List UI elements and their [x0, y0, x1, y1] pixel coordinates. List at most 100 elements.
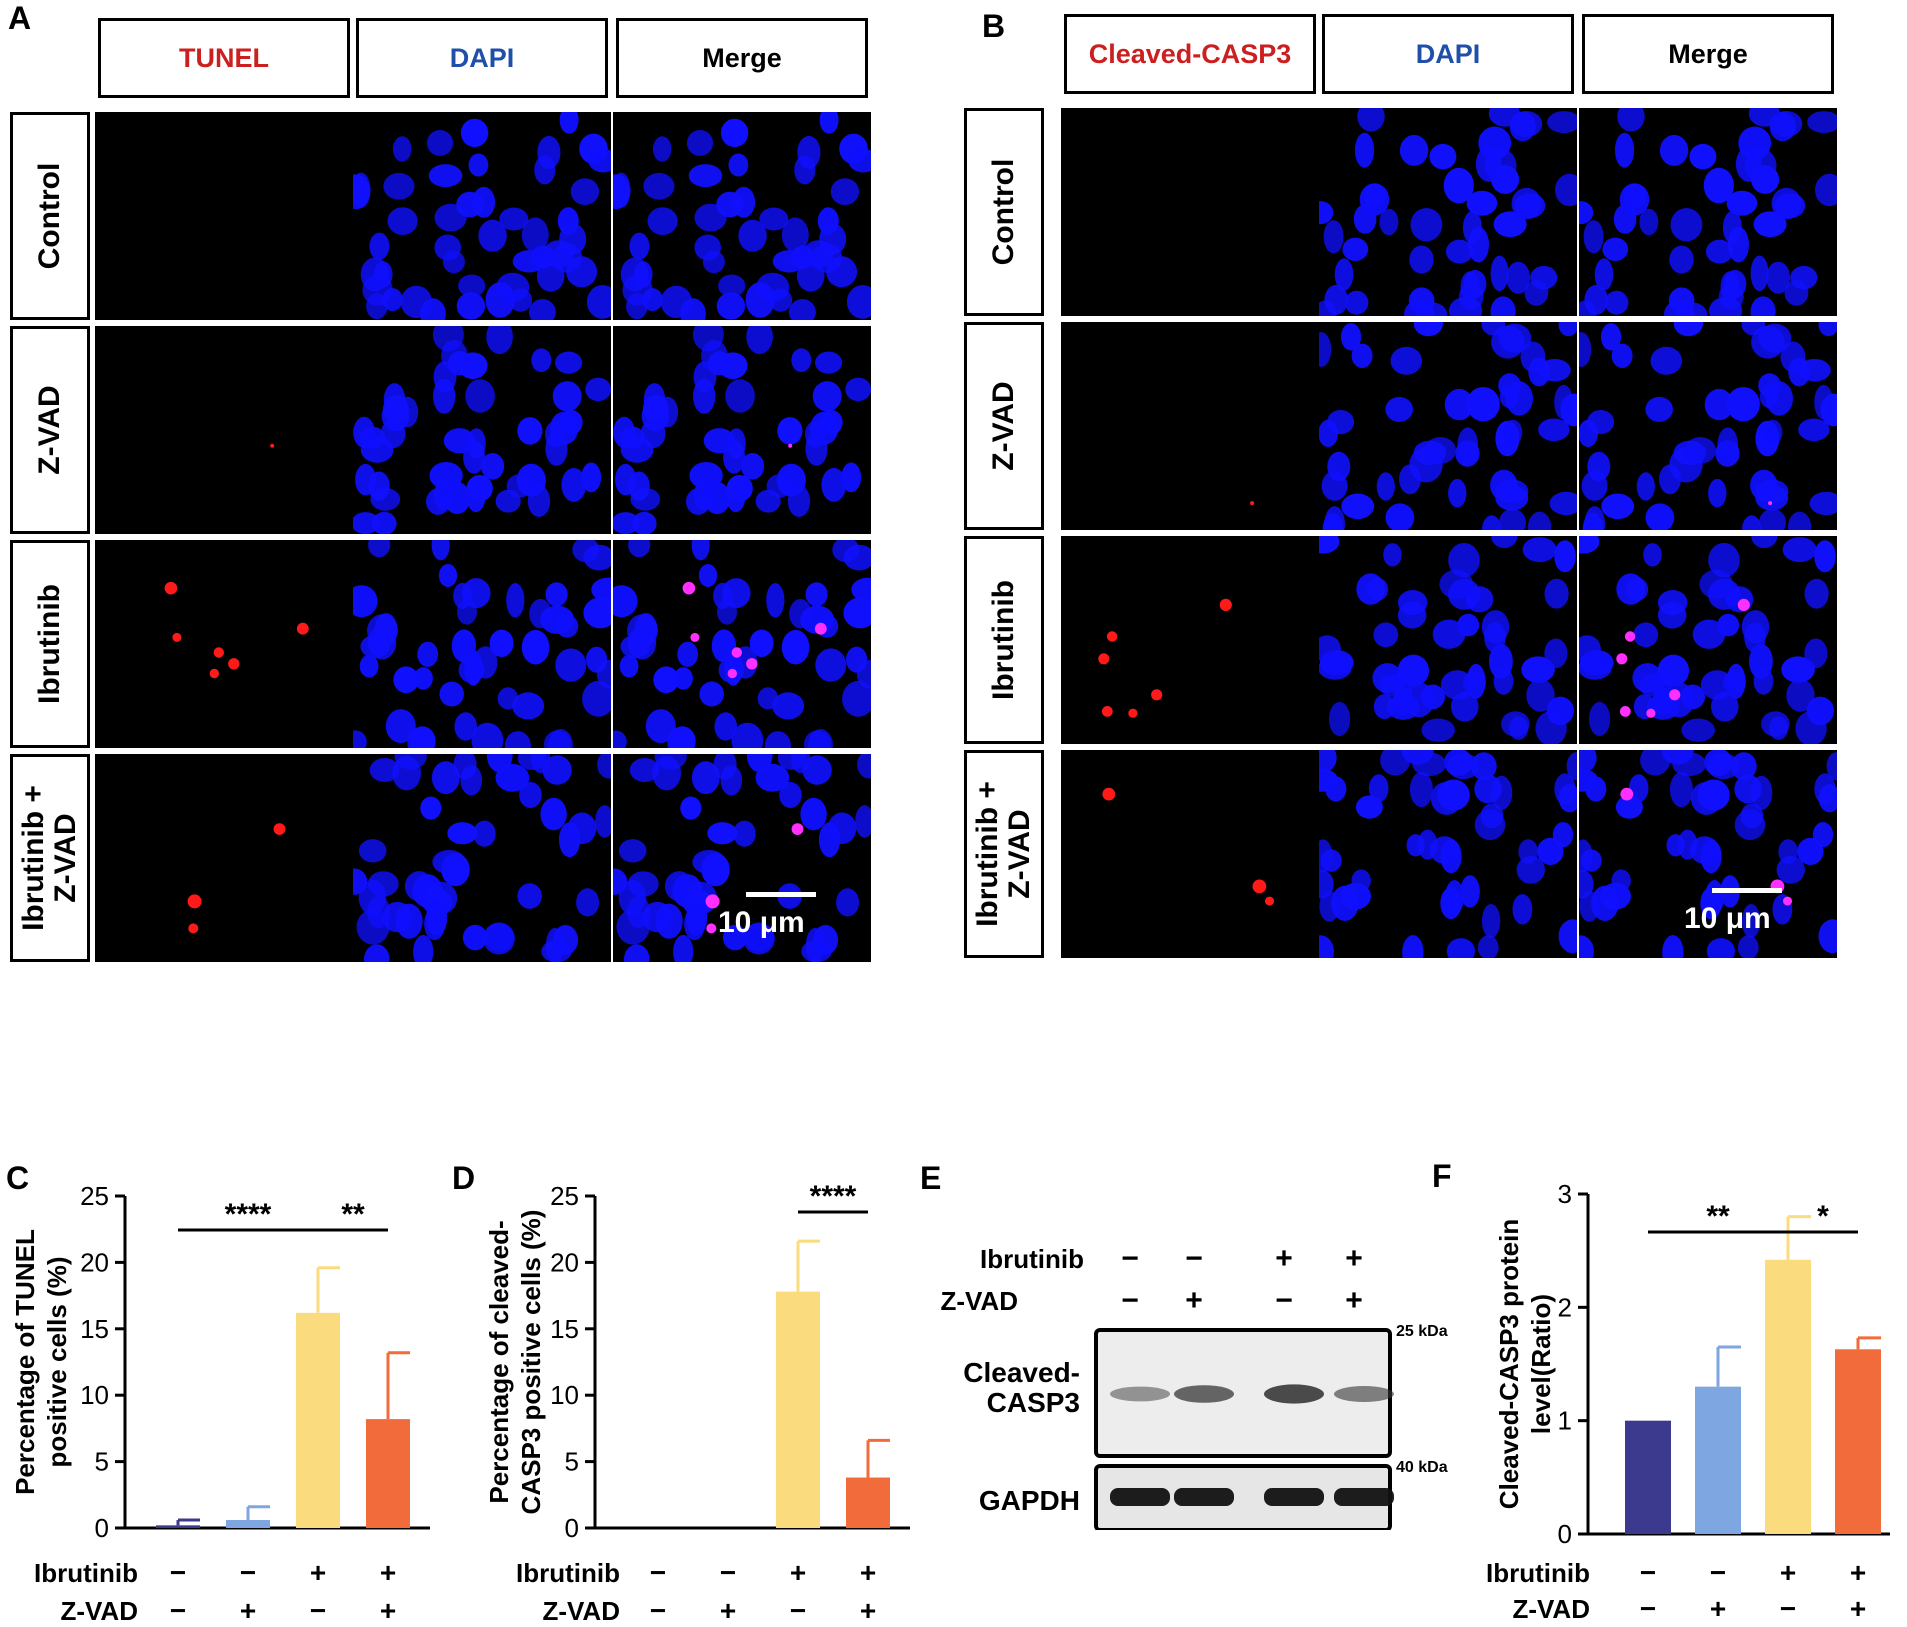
- significance-label: **: [341, 1198, 365, 1231]
- kda-40: 40 kDa: [1396, 1459, 1448, 1476]
- panel-label-a: A: [8, 0, 32, 36]
- panel-label-d: D: [452, 1160, 476, 1196]
- y-tick-label: 10: [80, 1380, 109, 1410]
- zvad-label: Z-VAD: [542, 1596, 620, 1626]
- ibrutinib-sign: −: [1640, 1557, 1656, 1588]
- micrograph-panelB-r2-c0: [1061, 536, 1319, 744]
- bar-3: [366, 1419, 410, 1528]
- band-gapdh-3: [1334, 1488, 1394, 1506]
- micrograph-panelA-r3-c2: [613, 754, 871, 962]
- micrograph-panelA-r1-c1: [353, 326, 611, 534]
- panel-label-c: C: [6, 1160, 30, 1196]
- significance-label: ****: [810, 1180, 857, 1213]
- band-casp3-1: [1174, 1385, 1234, 1403]
- blot-gapdh-label: GAPDH: [979, 1485, 1080, 1516]
- ibrutinib-label: Ibrutinib: [1486, 1558, 1590, 1588]
- significance-label: **: [1706, 1200, 1730, 1233]
- micrograph-panelB-r3-c2: [1579, 750, 1837, 958]
- ibrutinib-sign: +: [380, 1557, 396, 1588]
- blot-ibrutinib-label: Ibrutinib: [980, 1244, 1084, 1274]
- row-label-panelB-1: Z-VAD: [964, 322, 1044, 530]
- blot-zvad-sign: −: [1275, 1284, 1293, 1317]
- header-panelB-0: Cleaved-CASP3: [1064, 14, 1316, 94]
- western-blot-e: Ibrutinib Z-VAD − − + + − + − + Cleaved-CASP3 GAPDH…: [940, 1242, 1448, 1530]
- ibrutinib-sign: +: [310, 1557, 326, 1588]
- y-tick-label: 15: [550, 1314, 579, 1344]
- header-panelA-0: TUNEL: [98, 18, 350, 98]
- y-axis-label: level(Ratio): [1526, 1294, 1556, 1434]
- y-tick-label: 0: [565, 1513, 579, 1543]
- bar-3: [846, 1477, 890, 1528]
- micrograph-panelA-r3-c1: [353, 754, 611, 962]
- micrograph-panelB-r0-c1: [1319, 108, 1577, 316]
- zvad-sign: −: [650, 1595, 666, 1626]
- micrograph-panelB-r1-c1: [1319, 322, 1577, 530]
- y-axis-label: Percentage of TUNEL: [10, 1229, 40, 1495]
- row-label-panelA-0: Control: [10, 112, 90, 320]
- ibrutinib-label: Ibrutinib: [34, 1558, 138, 1588]
- scale-bar-label-panelA: 10 μm: [718, 906, 805, 939]
- bar-3: [1835, 1349, 1881, 1534]
- y-tick-label: 10: [550, 1380, 579, 1410]
- y-tick-label: 5: [95, 1447, 109, 1477]
- micrograph-panelB-r3-c0: [1061, 750, 1319, 958]
- zvad-label: Z-VAD: [60, 1596, 138, 1626]
- header-panelA-1: DAPI: [356, 18, 608, 98]
- zvad-sign: −: [790, 1595, 806, 1626]
- micrograph-panelA-r0-c1: [353, 112, 611, 320]
- row-label-panelB-2: Ibrutinib: [964, 536, 1044, 744]
- micrograph-panelB-r2-c1: [1319, 536, 1577, 744]
- ibrutinib-sign: +: [1850, 1557, 1866, 1588]
- band-gapdh-1: [1174, 1488, 1234, 1506]
- zvad-sign: +: [1710, 1593, 1726, 1624]
- y-tick-label: 15: [80, 1314, 109, 1344]
- blot-ibrutinib-sign: +: [1275, 1242, 1293, 1275]
- row-label-panelA-2: Ibrutinib: [10, 540, 90, 748]
- micrograph-panelA-r1-c2: [613, 326, 871, 534]
- row-label-text: Ibrutinib + Z-VAD: [971, 781, 1036, 927]
- header-panelB-2: Merge: [1582, 14, 1834, 94]
- blot-casp3-label: CASP3: [987, 1387, 1080, 1418]
- y-tick-label: 20: [550, 1247, 579, 1277]
- blot-zvad-sign: +: [1345, 1284, 1363, 1317]
- significance-label: *: [1817, 1200, 1829, 1233]
- row-label-panelA-1: Z-VAD: [10, 326, 90, 534]
- y-tick-label: 5: [565, 1447, 579, 1477]
- blot-zvad-sign: −: [1121, 1284, 1139, 1317]
- chart-d: 0 5 10 15 20 25 Percentage of cleaved- CASP3 po…: [484, 1180, 910, 1626]
- bar-2: [1765, 1259, 1811, 1534]
- panel-label-b: B: [982, 8, 1006, 44]
- zvad-sign: −: [1640, 1593, 1656, 1624]
- micrograph-panelB-r1-c2: [1579, 322, 1837, 530]
- zvad-sign: +: [240, 1595, 256, 1626]
- zvad-sign: +: [860, 1595, 876, 1626]
- ibrutinib-sign: −: [650, 1557, 666, 1588]
- bar-0: [156, 1525, 200, 1528]
- micrograph-panelB-r2-c2: [1579, 536, 1837, 744]
- band-casp3-2: [1264, 1384, 1324, 1404]
- ibrutinib-sign: +: [790, 1557, 806, 1588]
- panel-label-f: F: [1432, 1158, 1452, 1194]
- blot-zvad-sign: +: [1185, 1284, 1203, 1317]
- row-label-text: Ibrutinib + Z-VAD: [17, 785, 82, 931]
- scale-bar-line-panelB: [1712, 888, 1782, 893]
- row-label-text: Control: [33, 162, 66, 270]
- y-tick-label: 1: [1558, 1406, 1572, 1436]
- y-tick-label: 20: [80, 1247, 109, 1277]
- ibrutinib-sign: −: [1710, 1557, 1726, 1588]
- y-tick-label: 25: [80, 1181, 109, 1211]
- scale-bar-line-panelA: [746, 892, 816, 897]
- row-label-text: Ibrutinib: [33, 584, 66, 704]
- y-tick-label: 0: [1558, 1519, 1572, 1549]
- bar-2: [776, 1291, 820, 1528]
- y-tick-label: 2: [1558, 1292, 1572, 1322]
- y-tick-label: 25: [550, 1181, 579, 1211]
- header-panelB-1: DAPI: [1322, 14, 1574, 94]
- zvad-sign: −: [170, 1595, 186, 1626]
- micrograph-panelB-r1-c0: [1061, 322, 1319, 530]
- ibrutinib-sign: −: [720, 1557, 736, 1588]
- chart-c: 0 5 10 15 20 25 Percentage of TUNEL positive ce…: [10, 1181, 430, 1626]
- micrograph-panelA-r2-c1: [353, 540, 611, 748]
- micrograph-panelA-r1-c0: [95, 326, 353, 534]
